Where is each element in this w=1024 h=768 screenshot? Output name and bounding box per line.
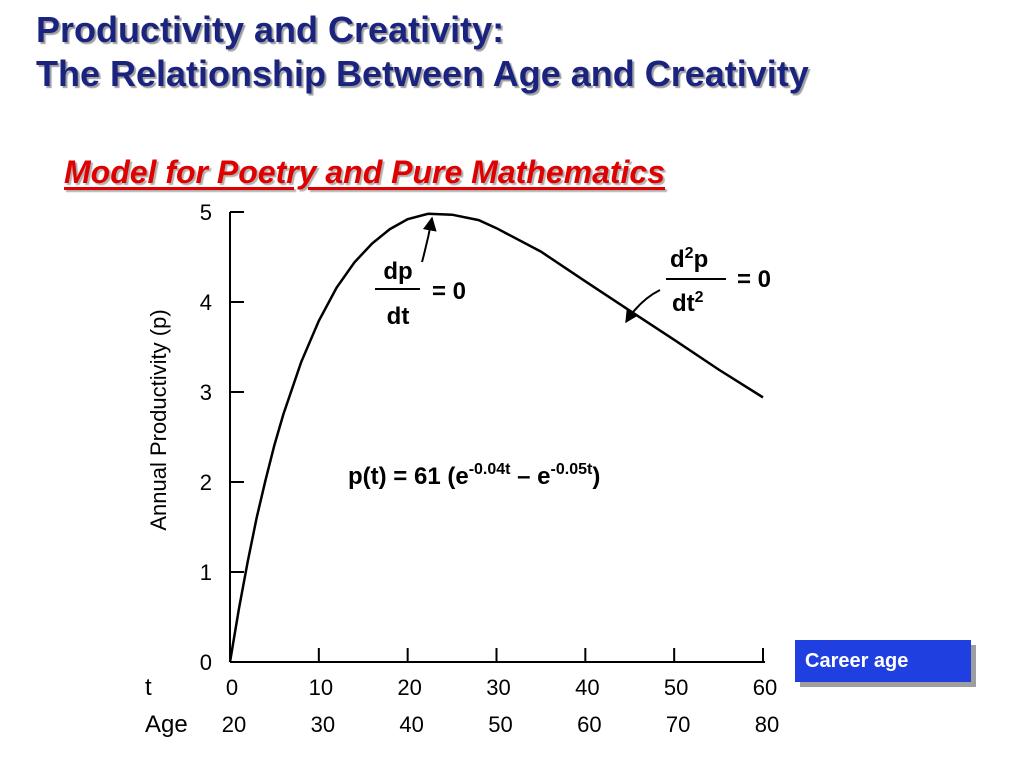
y-axis-label: Annual Productivity (p) — [146, 309, 171, 530]
x-ticks: 0 20 10 30 20 40 30 50 40 60 50 70 60 80 — [222, 648, 779, 737]
x-tick-label-age: 80 — [755, 712, 779, 737]
x-row-label-t: t — [145, 674, 152, 701]
inflection-numerator: d2p — [670, 245, 708, 273]
x-tick-label-age: 60 — [577, 712, 601, 737]
peak-arrow — [421, 216, 437, 263]
x-tick-label-age: 70 — [666, 712, 690, 737]
slide-title: Productivity and Creativity: The Relatio… — [36, 8, 809, 96]
y-tick-label: 4 — [200, 290, 212, 315]
y-tick-label: 5 — [200, 200, 212, 225]
x-row-label-age: Age — [145, 711, 188, 738]
chart-subtitle: Model for Poetry and Pure Mathematics — [64, 154, 666, 190]
y-tick-label: 1 — [200, 560, 212, 585]
peak-annotation: dp dt = 0 — [375, 216, 466, 330]
y-tick-label: 3 — [200, 380, 212, 405]
x-tick-label-t: 50 — [664, 675, 688, 700]
y-tick-label: 2 — [200, 470, 212, 495]
x-tick-label-age: 30 — [311, 712, 335, 737]
inflection-arrow — [625, 289, 661, 324]
inflection-denominator: dt2 — [672, 289, 704, 317]
x-tick-label-t: 30 — [486, 675, 510, 700]
x-tick-label-t: 0 — [226, 675, 238, 700]
y-tick-label: 0 — [200, 650, 212, 675]
productivity-curve — [228, 212, 764, 663]
x-tick-label-t: 10 — [309, 675, 333, 700]
inflection-rhs: = 0 — [737, 266, 771, 293]
title-line-1: Productivity and Creativity: — [36, 9, 505, 50]
peak-denominator: dt — [387, 303, 410, 330]
peak-numerator: dp — [383, 258, 412, 285]
x-tick-label-age: 40 — [399, 712, 423, 737]
x-tick-label-t: 20 — [397, 675, 421, 700]
inflection-annotation: d2p dt2 = 0 — [625, 245, 771, 324]
x-tick-label-age: 50 — [488, 712, 512, 737]
x-tick-label-age: 20 — [222, 712, 246, 737]
x-tick-label-t: 60 — [753, 675, 777, 700]
title-line-2: The Relationship Between Age and Creativ… — [36, 53, 809, 94]
x-tick-label-t: 40 — [575, 675, 599, 700]
model-equation: p(t) = 61 (e-0.04t – e-0.05t) — [348, 461, 600, 490]
peak-rhs: = 0 — [432, 278, 466, 305]
y-ticks: 0 1 2 3 4 5 — [200, 200, 244, 675]
career-age-label: Career age — [795, 640, 971, 682]
